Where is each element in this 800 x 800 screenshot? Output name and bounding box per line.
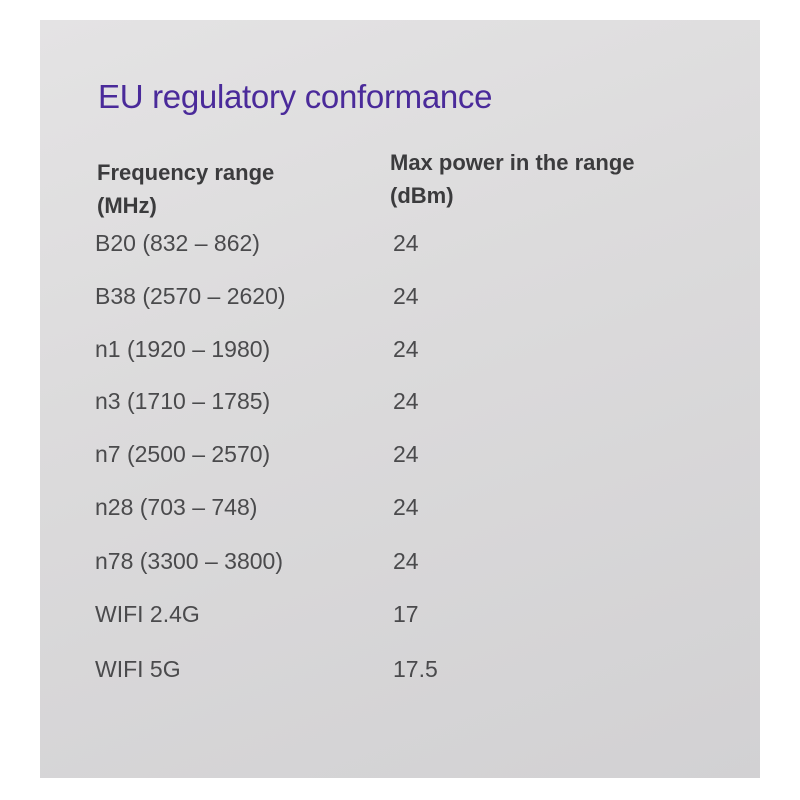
- frequency-range-header: Frequency range (MHz): [97, 156, 274, 222]
- max-power-header: Max power in the range (dBm): [390, 146, 635, 212]
- max-power-cell: 24: [393, 388, 419, 414]
- frequency-range-cell: n28 (703 – 748): [95, 494, 258, 520]
- frequency-range-cell: WIFI 5G: [95, 656, 181, 682]
- table-row: n7 (2500 – 2570) 24: [40, 441, 760, 481]
- frequency-header-line1: Frequency range: [97, 160, 275, 185]
- table-row: B38 (2570 – 2620) 24: [40, 283, 760, 323]
- frequency-range-cell: B20 (832 – 862): [95, 230, 260, 256]
- max-power-cell: 24: [393, 494, 419, 520]
- frequency-range-cell: B38 (2570 – 2620): [95, 283, 286, 309]
- max-power-cell: 17.5: [393, 656, 438, 682]
- frequency-range-cell: n1 (1920 – 1980): [95, 336, 271, 362]
- max-power-cell: 24: [393, 336, 419, 362]
- frequency-range-cell: WIFI 2.4G: [95, 601, 200, 627]
- max-power-cell: 17: [393, 601, 419, 627]
- table-row: n1 (1920 – 1980) 24: [40, 336, 760, 376]
- table-row: WIFI 2.4G 17: [40, 601, 760, 641]
- table-row: n78 (3300 – 3800) 24: [40, 548, 760, 588]
- max-power-cell: 24: [393, 548, 419, 574]
- frequency-range-cell: n78 (3300 – 3800): [95, 548, 283, 574]
- max-power-cell: 24: [393, 230, 419, 256]
- frequency-range-cell: n7 (2500 – 2570): [95, 441, 271, 467]
- power-header-line1: Max power in the range: [390, 150, 635, 175]
- table-row: WIFI 5G 17.5: [40, 656, 760, 696]
- frequency-header-line2: (MHz): [97, 193, 157, 218]
- table-row: B20 (832 – 862) 24: [40, 230, 760, 270]
- table-row: n28 (703 – 748) 24: [40, 494, 760, 534]
- document-photo: EU regulatory conformance Frequency rang…: [40, 20, 760, 778]
- page-title: EU regulatory conformance: [98, 78, 493, 115]
- max-power-cell: 24: [393, 283, 419, 309]
- table-row: n3 (1710 – 1785) 24: [40, 388, 760, 428]
- frequency-range-cell: n3 (1710 – 1785): [95, 388, 271, 414]
- max-power-cell: 24: [393, 441, 419, 467]
- power-header-line2: (dBm): [390, 183, 454, 208]
